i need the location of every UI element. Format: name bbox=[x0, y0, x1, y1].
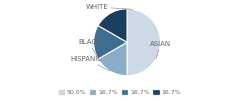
Text: HISPANIC: HISPANIC bbox=[70, 56, 110, 71]
Wedge shape bbox=[98, 42, 127, 76]
Text: WHITE: WHITE bbox=[85, 4, 133, 10]
Text: BLACK: BLACK bbox=[78, 39, 101, 59]
Wedge shape bbox=[94, 26, 127, 59]
Legend: 50.0%, 16.7%, 16.7%, 16.7%: 50.0%, 16.7%, 16.7%, 16.7% bbox=[56, 87, 184, 98]
Text: ASIAN: ASIAN bbox=[150, 41, 171, 59]
Wedge shape bbox=[98, 9, 127, 42]
Wedge shape bbox=[127, 9, 161, 76]
